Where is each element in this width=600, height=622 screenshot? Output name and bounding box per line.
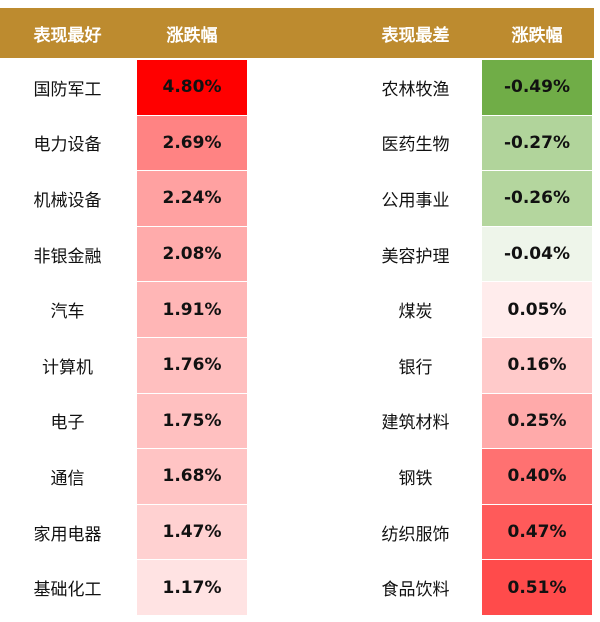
change-value: 2.08%	[137, 226, 247, 282]
change-value: 0.05%	[482, 282, 592, 337]
sector-name: 美容护理	[381, 246, 450, 267]
header-band	[0, 8, 594, 58]
sector-name: 银行	[398, 357, 433, 378]
change-value: 0.47%	[482, 504, 592, 560]
change-value: 1.75%	[137, 393, 247, 449]
sector-name: 食品饮料	[381, 580, 450, 601]
change-value: 1.17%	[137, 560, 247, 615]
sector-name: 纺织服饰	[381, 524, 450, 545]
sector-name: 医药生物	[381, 135, 450, 156]
change-value: 1.91%	[137, 282, 247, 337]
sector-name: 国防军工	[33, 79, 102, 100]
change-value: -0.49%	[482, 60, 592, 115]
change-value: 1.76%	[137, 338, 247, 393]
sector-name: 农林牧渔	[381, 79, 450, 100]
change-value: 0.16%	[482, 338, 592, 393]
sector-name: 计算机	[42, 357, 93, 378]
change-value: 1.68%	[137, 449, 247, 504]
sector-name: 通信	[50, 468, 85, 489]
sector-name: 建筑材料	[381, 413, 450, 434]
header-cell: 涨跌幅	[511, 25, 563, 46]
change-value: -0.26%	[482, 171, 592, 226]
change-value: -0.04%	[482, 226, 592, 282]
header-cell: 涨跌幅	[166, 25, 218, 46]
change-value: 2.69%	[137, 115, 247, 171]
sector-name: 家用电器	[33, 524, 102, 545]
change-value: -0.27%	[482, 115, 592, 171]
sector-name: 非银金融	[33, 246, 102, 267]
sector-name: 电力设备	[33, 135, 102, 156]
change-value: 4.80%	[137, 60, 247, 115]
header-cell: 表现最差	[381, 25, 450, 46]
change-value: 0.40%	[482, 449, 592, 504]
change-value: 0.25%	[482, 393, 592, 449]
header-cell: 表现最好	[33, 25, 102, 46]
sector-name: 煤炭	[398, 302, 433, 323]
change-value: 2.24%	[137, 171, 247, 226]
sector-name: 公用事业	[381, 190, 450, 211]
change-value: 1.47%	[137, 504, 247, 560]
sector-name: 基础化工	[33, 580, 102, 601]
sector-name: 机械设备	[33, 190, 102, 211]
sector-name: 电子	[50, 413, 85, 434]
sector-name: 汽车	[50, 302, 85, 323]
change-value: 0.51%	[482, 560, 592, 615]
sector-name: 钢铁	[398, 468, 433, 489]
